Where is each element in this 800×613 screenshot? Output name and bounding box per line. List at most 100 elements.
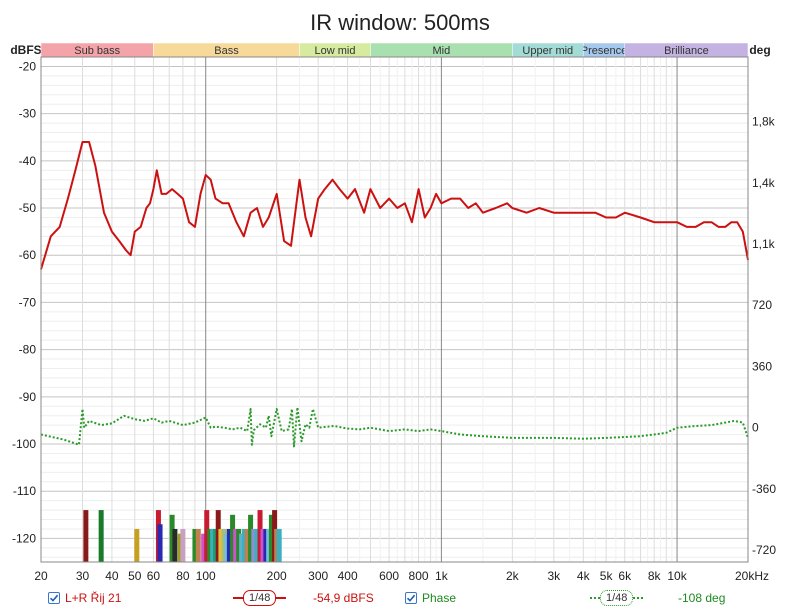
x-tick-label: 20 (34, 569, 48, 583)
peak-bar (83, 510, 89, 562)
series-2-value: -108 deg (678, 591, 726, 605)
peak-bar (169, 514, 175, 562)
peak-bar (248, 514, 254, 562)
band-label-low-mid: Low mid (314, 45, 355, 57)
band-label-bass: Bass (214, 45, 239, 57)
peak-bar (98, 510, 104, 562)
y-tick-label-right: 720 (752, 298, 772, 312)
peak-bar (221, 528, 227, 562)
x-tick-label: 20kHz (735, 569, 769, 583)
x-tick-label: 5k (600, 569, 614, 583)
peak-bar (233, 528, 239, 562)
peak-bar (226, 528, 232, 562)
y-tick-label-right: -720 (752, 543, 776, 557)
x-tick-label: 80 (176, 569, 190, 583)
y-tick-label-left: -70 (19, 295, 37, 309)
x-tick-label: 300 (308, 569, 328, 583)
y-tick-label-right: 0 (752, 421, 759, 435)
y-tick-label-left: -120 (12, 531, 36, 545)
peak-bar (195, 528, 201, 562)
peak-bar (177, 533, 183, 562)
y-tick-label-right: 1,1k (752, 237, 776, 251)
peak-bar (257, 510, 263, 562)
chart-title: IR window: 500ms (310, 10, 490, 35)
plot-area[interactable] (41, 57, 748, 562)
plot-frame (40, 56, 749, 563)
series-line-2[interactable] (40, 406, 749, 448)
peak-bar (215, 510, 221, 562)
peak-bar (244, 528, 250, 562)
y-tick-label-left: -20 (19, 59, 37, 73)
left-axis-label: dBFS (10, 43, 41, 57)
peak-bar (218, 528, 224, 562)
y-tick-label-left: -60 (19, 248, 37, 262)
peak-bar (254, 528, 260, 562)
x-tick-label: 40 (105, 569, 119, 583)
band-label-presence: Presence (581, 45, 627, 57)
peak-bar (192, 528, 198, 562)
y-tick-label-right: 1,8k (752, 115, 776, 129)
x-tick-label: 1k (435, 569, 449, 583)
peak-bar (207, 528, 213, 562)
x-tick-label: 60 (147, 569, 161, 583)
peak-bar (236, 528, 242, 562)
y-tick-label-left: -90 (19, 390, 37, 404)
series-2-smoothing-value: 1/48 (600, 590, 634, 606)
x-tick-label: 8k (648, 569, 662, 583)
band-label-upper-mid: Upper mid (522, 45, 573, 57)
peak-bar (241, 528, 247, 562)
peak-bar (260, 528, 266, 562)
series-1-checkbox[interactable] (48, 592, 60, 604)
peak-bar (134, 528, 140, 562)
x-tick-label: 100 (196, 569, 216, 583)
x-tick-label: 4k (577, 569, 591, 583)
y-tick-label-right: 360 (752, 359, 772, 373)
x-tick-label: 30 (76, 569, 90, 583)
peak-bar (157, 524, 163, 562)
series-line-1[interactable] (40, 141, 749, 270)
series-1-value: -54,9 dBFS (313, 591, 374, 605)
band-label-mid: Mid (433, 45, 451, 57)
y-tick-label-left: -100 (12, 437, 36, 451)
peak-bar (266, 528, 272, 562)
y-tick-label-left: -30 (19, 107, 37, 121)
series-2-smoothing[interactable]: 1/48 (590, 588, 644, 608)
peak-bar (180, 528, 186, 562)
y-tick-label-left: -40 (19, 154, 37, 168)
legend-series-1[interactable]: L+R Řij 21 (48, 588, 121, 608)
x-tick-label: 2k (506, 569, 520, 583)
band-label-sub-bass: Sub bass (74, 45, 120, 57)
y-tick-label-left: -110 (13, 484, 36, 498)
right-axis-label: deg (749, 43, 770, 57)
peak-bar (276, 528, 282, 562)
peak-bar (230, 514, 236, 562)
y-tick-label-left: -80 (19, 343, 37, 357)
y-tick-label-right: -360 (752, 482, 776, 496)
peak-bar (201, 533, 207, 562)
peak-bar (268, 514, 274, 562)
band-label-brilliance: Brilliance (664, 45, 709, 57)
x-tick-label: 6k (618, 569, 632, 583)
y-tick-label-left: -50 (19, 201, 37, 215)
peak-bar (239, 533, 245, 562)
series-2-checkbox[interactable] (405, 592, 417, 604)
x-tick-label: 50 (128, 569, 142, 583)
peak-bar (210, 528, 216, 562)
peak-bar (204, 510, 210, 562)
x-tick-label: 400 (338, 569, 358, 583)
peak-bar (263, 528, 269, 562)
series-1-label: L+R Řij 21 (65, 591, 122, 605)
series-1-cursor-value: -54,9 dBFS (313, 588, 374, 608)
peak-bar (172, 528, 178, 562)
peak-bar (212, 528, 218, 562)
series-2-cursor-value: -108 deg (678, 588, 725, 608)
x-tick-label: 200 (267, 569, 287, 583)
x-tick-label: 10k (667, 569, 687, 583)
peak-bar (251, 528, 257, 562)
series-1-smoothing-value: 1/48 (243, 590, 277, 606)
x-tick-label: 800 (409, 569, 429, 583)
series-1-smoothing[interactable]: 1/48 (233, 588, 287, 608)
x-tick-label: 600 (379, 569, 399, 583)
legend-series-2[interactable]: Phase (405, 588, 456, 608)
